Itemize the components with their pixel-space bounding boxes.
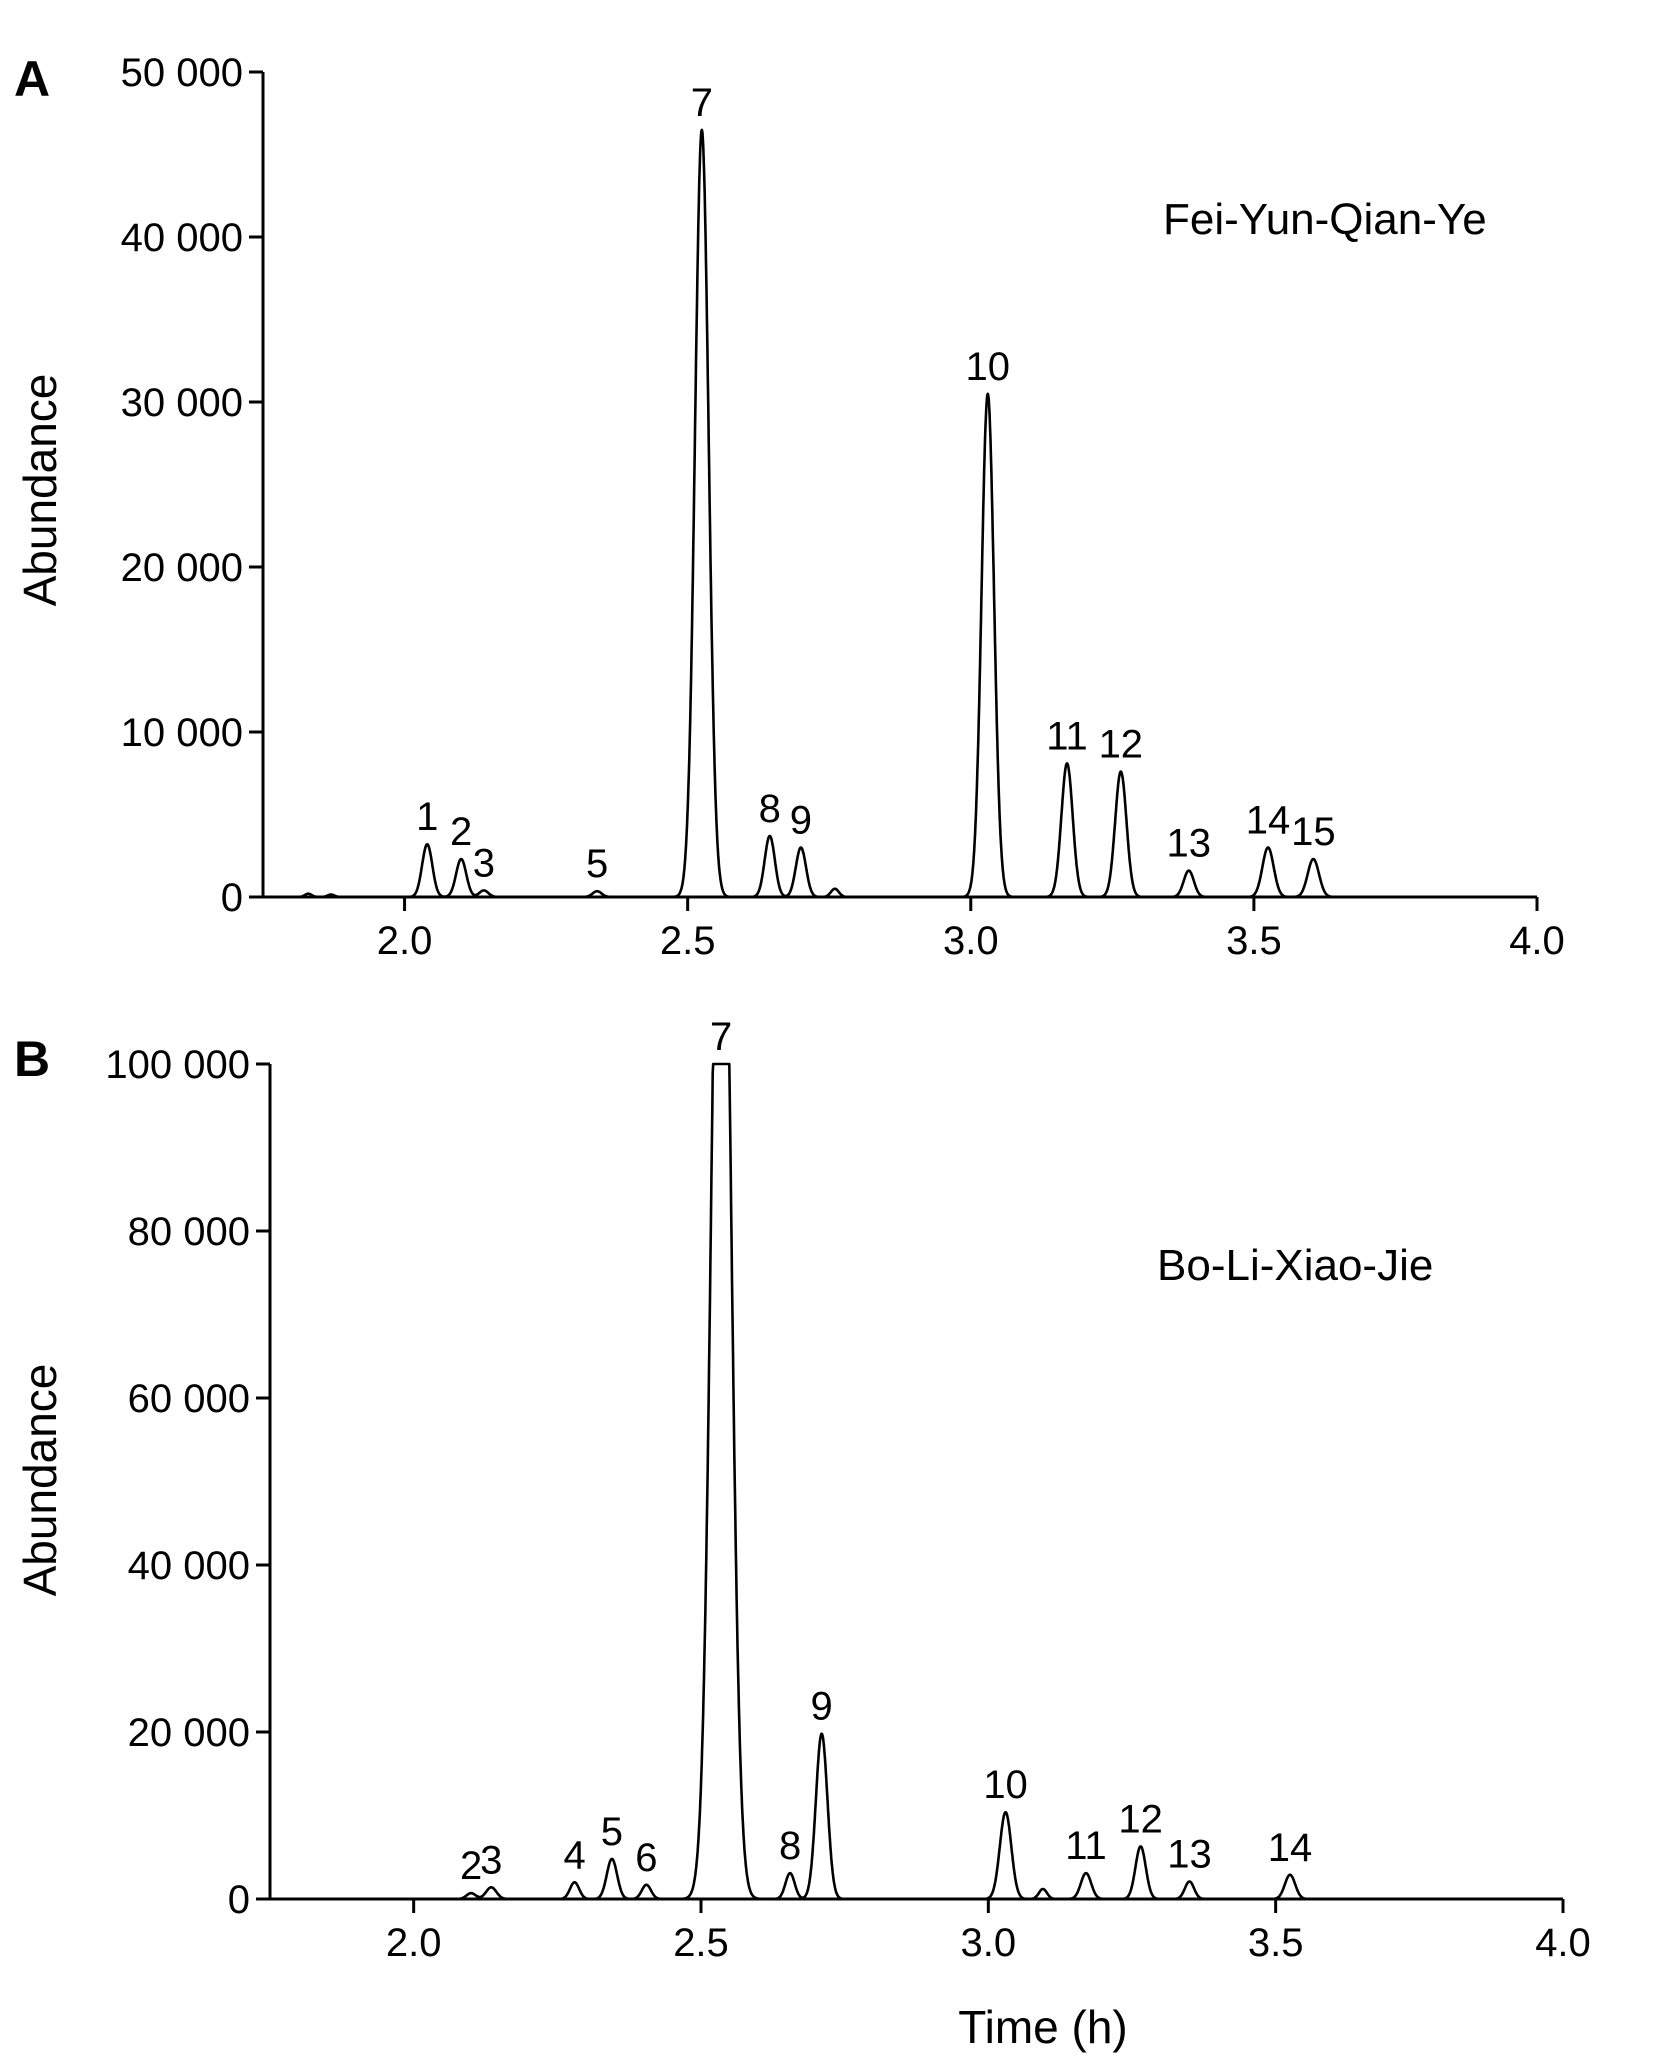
- peak-label: 8: [759, 787, 781, 831]
- y-tick-label: 80 000: [128, 1210, 250, 1254]
- y-tick-label: 50 000: [121, 51, 243, 95]
- panel-b-sample-label: Bo-Li-Xiao-Jie: [1157, 1241, 1433, 1290]
- peak-label: 14: [1268, 1826, 1313, 1870]
- panel-b-y-axis-title: Abundance: [14, 1364, 66, 1597]
- x-tick-label: 3.5: [1248, 1921, 1304, 1965]
- x-tick-label: 2.0: [377, 919, 433, 963]
- peak-label: 12: [1099, 723, 1144, 767]
- panel-a: A Fei-Yun-Qian-Ye Abundance 0 10 000 20 00…: [14, 51, 1565, 963]
- y-tick-label: 40 000: [121, 216, 243, 260]
- peak-label: 15: [1291, 810, 1336, 854]
- peak-label: 8: [779, 1824, 801, 1868]
- x-tick-label: 2.5: [673, 1921, 729, 1965]
- peak-label: 1: [416, 795, 438, 839]
- peak-label: 13: [1167, 1832, 1212, 1876]
- peak-label: 4: [563, 1833, 585, 1877]
- panel-a-axes: 0 10 000 20 000 30 000 40 000 50 000 2.0 2.5 3.0…: [121, 51, 1565, 963]
- peak-label: 13: [1167, 822, 1212, 866]
- peak-label: 2: [450, 810, 472, 854]
- x-tick-label: 3.0: [943, 919, 999, 963]
- y-tick-label: 100 000: [105, 1043, 250, 1087]
- x-axis-title: Time (h): [958, 2001, 1128, 2053]
- y-tick-label: 0: [228, 1878, 250, 1922]
- peak-label: 3: [480, 1838, 502, 1882]
- panel-a-letter: A: [14, 51, 50, 107]
- panel-b-chromatogram-trace: [280, 1062, 1561, 1901]
- peak-label: 14: [1246, 799, 1291, 843]
- x-tick-label: 3.0: [961, 1921, 1017, 1965]
- x-tick-label: 4.0: [1509, 919, 1565, 963]
- peak-label: 9: [790, 799, 812, 843]
- x-tick-label: 2.5: [660, 919, 716, 963]
- peak-label: 7: [691, 81, 713, 125]
- peak-label: 7: [710, 1015, 732, 1059]
- panel-a-y-axis-title: Abundance: [14, 374, 66, 607]
- peak-label: 9: [811, 1685, 833, 1729]
- y-tick-label: 30 000: [121, 381, 243, 425]
- x-tick-label: 2.0: [386, 1921, 442, 1965]
- panel-a-chromatogram-trace: [273, 128, 1535, 899]
- panel-a-sample-label: Fei-Yun-Qian-Ye: [1163, 195, 1487, 244]
- peak-label: 10: [983, 1763, 1028, 1807]
- peak-label: 6: [635, 1836, 657, 1880]
- peak-label: 11: [1065, 1824, 1107, 1868]
- y-tick-label: 40 000: [128, 1544, 250, 1588]
- panel-b-axes: 0 20 000 40 000 60 000 80 000 100 000 2.0 2.5 3.…: [105, 1043, 1590, 1965]
- peak-label: 5: [586, 842, 608, 886]
- peak-label: 10: [966, 345, 1011, 389]
- panel-b: B Bo-Li-Xiao-Jie Abundance 0 20 000 40 000…: [14, 1015, 1591, 2053]
- peak-label: 2: [460, 1844, 482, 1888]
- peak-label: 11: [1046, 714, 1088, 758]
- peak-label: 12: [1118, 1797, 1163, 1841]
- y-tick-label: 20 000: [121, 546, 243, 590]
- y-tick-label: 10 000: [121, 711, 243, 755]
- y-tick-label: 20 000: [128, 1711, 250, 1755]
- y-tick-label: 0: [221, 876, 243, 920]
- panel-b-letter: B: [14, 1031, 50, 1087]
- y-tick-label: 60 000: [128, 1377, 250, 1421]
- x-tick-label: 3.5: [1226, 919, 1282, 963]
- peak-label: 5: [601, 1810, 623, 1854]
- peak-label: 3: [473, 841, 495, 885]
- x-tick-label: 4.0: [1535, 1921, 1591, 1965]
